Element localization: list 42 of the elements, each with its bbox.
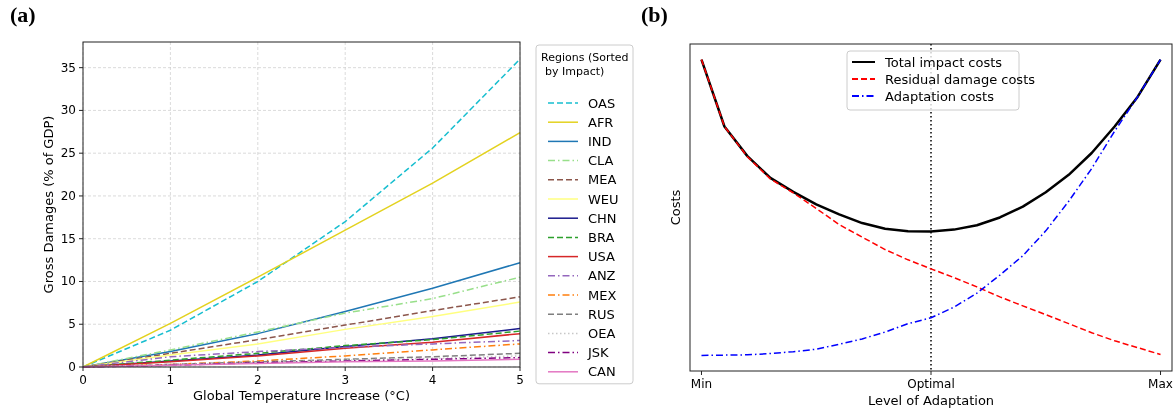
legend-label: CHN (588, 210, 617, 226)
x-tick-label: Min (690, 377, 713, 391)
chart-title: (b) (641, 2, 668, 27)
x-tick-label: 2 (253, 373, 262, 387)
legend-label: MEA (588, 172, 617, 188)
y-tick-label: 20 (60, 188, 76, 203)
x-tick-label: Max (1148, 377, 1173, 391)
x-tick-label: 1 (166, 373, 175, 387)
legend-label: BRA (588, 229, 615, 245)
y-axis-title: Gross Damages (% of GDP) (41, 115, 56, 294)
x-tick-label: Optimal (907, 377, 955, 391)
y-tick-label: 5 (68, 317, 76, 332)
legend-label: USA (588, 249, 616, 265)
legend-title: Regions (Sorted by Impact) (541, 51, 629, 78)
x-tick-label: 5 (516, 373, 524, 387)
legend-label: RUS (588, 306, 615, 322)
legend-label: AFR (588, 114, 614, 130)
legend-label: Adaptation costs (885, 88, 995, 104)
legend-label: OAS (588, 95, 616, 111)
y-tick-label: 15 (60, 231, 76, 246)
legend-label: Total impact costs (884, 54, 1003, 70)
legend-label: CLA (588, 153, 614, 169)
legend-label: JSK (587, 345, 610, 361)
x-axis-title: Global Temperature Increase (°C) (193, 388, 410, 403)
x-tick-label: 3 (341, 373, 350, 387)
y-tick-label: 35 (60, 60, 76, 75)
legend-label: CAN (588, 364, 616, 380)
y-tick-label: 25 (60, 146, 76, 161)
chart-title: (a) (10, 2, 36, 27)
legend-label: WEU (588, 191, 619, 207)
y-tick-label: 10 (60, 274, 76, 289)
legend-label: IND (588, 133, 612, 149)
legend-label: Residual damage costs (885, 71, 1036, 87)
x-tick-label: 0 (79, 373, 87, 387)
y-axis-title: Costs (668, 189, 683, 226)
x-axis-title: Level of Adaptation (867, 393, 995, 408)
x-tick-label: 4 (428, 373, 437, 387)
legend-label: OEA (588, 325, 616, 341)
y-tick-label: 30 (60, 103, 76, 118)
y-tick-label: 0 (68, 360, 76, 374)
legend-label: ANZ (588, 268, 616, 284)
legend-label: MEX (588, 287, 617, 303)
